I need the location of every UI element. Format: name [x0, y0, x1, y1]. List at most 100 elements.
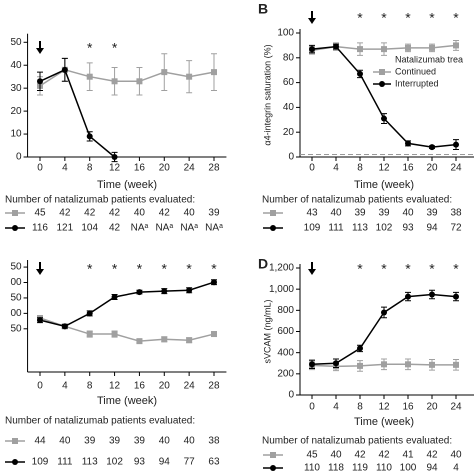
- patient-count: 113: [82, 457, 98, 468]
- significance-star: *: [137, 261, 143, 277]
- data-point: [429, 361, 435, 368]
- data-point: [111, 294, 118, 301]
- y-tick-label: 50: [10, 262, 22, 273]
- significance-star: *: [453, 261, 459, 277]
- y-tick-label: 00: [10, 277, 22, 288]
- legend-label: Continued: [395, 66, 436, 76]
- data-point: [381, 46, 387, 53]
- series-line: [39, 281, 215, 328]
- patient-count: 42: [159, 208, 171, 219]
- panel: 50 00 50 00 50 0 4 8 12 16 20 24 28 Time (week) * * * * * *…: [5, 260, 227, 468]
- patient-count: 40: [330, 450, 342, 461]
- x-tick-label: 24: [450, 402, 462, 413]
- patient-count: 110: [376, 463, 392, 474]
- y-tick-label: 1,200: [269, 263, 294, 274]
- patient-count: 45: [306, 450, 318, 461]
- x-tick-label: 24: [184, 163, 196, 174]
- patient-count: 39: [208, 208, 220, 219]
- patient-count: 102: [106, 457, 123, 468]
- data-point: [357, 362, 363, 369]
- patient-count: 39: [109, 436, 121, 447]
- data-point: [453, 293, 459, 300]
- x-tick-label: 12: [378, 402, 390, 413]
- significance-star: *: [186, 261, 192, 277]
- arrow-head: [308, 18, 316, 24]
- legend-marker: [379, 81, 385, 87]
- patient-count: 104: [81, 223, 98, 234]
- data-point: [405, 140, 411, 147]
- patient-count: 42: [109, 223, 121, 234]
- patient-count: 40: [134, 208, 146, 219]
- data-point: [61, 323, 68, 330]
- data-point: [429, 291, 435, 298]
- patient-count: 42: [84, 208, 96, 219]
- x-tick-label: 20: [159, 163, 171, 174]
- data-point: [111, 154, 118, 160]
- y-tick-label: 0: [288, 390, 294, 401]
- table-title: Number of natalizumab patients evaluated…: [262, 195, 452, 206]
- data-point: [186, 337, 193, 344]
- patient-count: 42: [354, 450, 366, 461]
- data-point: [381, 309, 387, 316]
- data-point: [186, 73, 193, 80]
- data-point: [111, 78, 118, 85]
- x-tick-label: 0: [309, 402, 315, 413]
- x-axis-title: Time (week): [354, 179, 414, 191]
- y-tick-label: 30: [10, 83, 22, 94]
- data-point: [405, 361, 411, 368]
- table-title: Number of natalizumab patients evaluated…: [262, 436, 452, 447]
- series-line: [39, 317, 215, 342]
- x-tick-label: 12: [109, 381, 121, 392]
- panel-letter: B: [258, 1, 268, 17]
- table-key-marker: [270, 465, 276, 471]
- x-tick-label: 16: [402, 163, 414, 174]
- y-axis-title: α4-integrin saturation (%): [262, 44, 272, 145]
- x-tick-label: 20: [159, 381, 171, 392]
- x-tick-label: 0: [309, 163, 315, 174]
- x-tick-label: 4: [333, 402, 339, 413]
- patient-count: 109: [32, 457, 49, 468]
- x-tick-label: 8: [357, 402, 363, 413]
- data-point: [136, 289, 143, 296]
- series-line: [311, 293, 457, 366]
- data-point: [161, 288, 168, 295]
- patient-count: 40: [184, 436, 196, 447]
- data-point: [453, 141, 459, 148]
- data-point: [86, 331, 93, 338]
- x-tick-label: 28: [208, 163, 220, 174]
- y-tick-label: 20: [10, 106, 22, 117]
- data-point: [357, 70, 363, 77]
- patient-count: 93: [402, 223, 414, 234]
- significance-star: *: [112, 261, 118, 277]
- data-point: [429, 144, 435, 151]
- data-point: [381, 115, 387, 122]
- patient-count: 42: [378, 450, 390, 461]
- x-tick-label: 4: [62, 381, 68, 392]
- patient-count: 39: [378, 208, 390, 219]
- x-tick-label: 8: [87, 381, 93, 392]
- x-tick-label: 0: [37, 163, 43, 174]
- data-point: [86, 310, 93, 317]
- x-axis-title: Time (week): [97, 179, 157, 191]
- patient-count: 72: [450, 223, 462, 234]
- series-line: [39, 68, 116, 158]
- data-point: [136, 338, 143, 345]
- x-tick-label: 28: [208, 381, 220, 392]
- patient-count: 94: [159, 457, 171, 468]
- data-point: [309, 361, 315, 368]
- patient-count: 118: [328, 463, 344, 474]
- patient-count: 39: [84, 436, 96, 447]
- patient-count: 77: [184, 457, 196, 468]
- patient-count: 4: [453, 463, 459, 474]
- y-tick-label: 20: [283, 127, 295, 138]
- x-axis-title: Time (week): [354, 416, 414, 428]
- x-tick-label: 24: [184, 381, 196, 392]
- table-key-marker: [12, 459, 18, 465]
- patient-count: 102: [376, 223, 393, 234]
- x-tick-label: 0: [37, 381, 43, 392]
- y-tick-label: 0: [288, 152, 294, 163]
- y-tick-label: 50: [10, 323, 22, 334]
- significance-star: *: [381, 261, 387, 277]
- patient-count: 42: [109, 208, 121, 219]
